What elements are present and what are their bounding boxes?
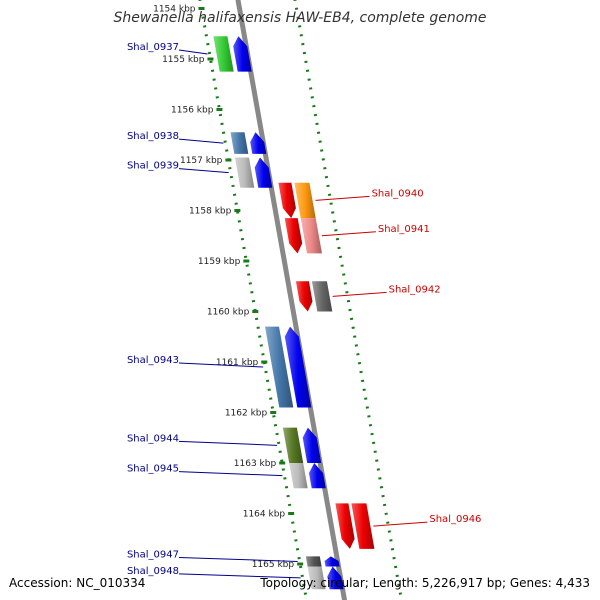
gene-arrow [302, 427, 322, 463]
gene-label-leader [178, 168, 229, 174]
gene-label-leader [178, 471, 283, 477]
gene-label-leader [178, 49, 208, 55]
gene-arrow [309, 463, 326, 489]
kbp-tick-label: 1160 kbp [207, 308, 250, 318]
genes-layer [213, 36, 375, 590]
gene-shal-0944 [282, 427, 322, 463]
gene-cog-block [307, 566, 326, 590]
kbp-tick-label: 1157 kbp [180, 156, 223, 166]
map-title: Shewanella halifaxensis HAW-EB4, complet… [113, 10, 487, 26]
backbone-line [235, 0, 348, 600]
accession-text: Accession: NC_010334 [9, 576, 146, 590]
gene-shal-0945 [289, 463, 326, 489]
gene-label: Shal_0939 [127, 161, 179, 172]
gene-shal-0942 [295, 281, 333, 312]
gene-arrow [233, 36, 252, 72]
gene-cog-block [305, 556, 322, 567]
gene-cog-block [294, 182, 316, 219]
gene-label: Shal_0945 [127, 464, 179, 475]
gene-shal-0943 [265, 326, 312, 408]
gene-shal-0947 [305, 556, 340, 567]
gene-label-leader [178, 362, 264, 368]
gene-arrow [324, 556, 340, 567]
kbp-tick-label: 1164 kbp [243, 510, 286, 520]
gene-label-leader [178, 556, 298, 562]
gene-labels-layer: Shal_0937 Shal_0938 Shal_0939 Shal_0940 Shal… [127, 42, 481, 579]
gene-label: Shal_0943 [127, 355, 179, 366]
gene-label-leader [321, 231, 376, 237]
gene-cog-block [213, 36, 234, 72]
kbp-ticks-layer: 1154 kbp 1155 kbp 1156 kbp 1157 kbp 1158 kbp… [153, 5, 304, 570]
gene-label-leader [178, 138, 224, 144]
gene-cog-block [300, 218, 322, 254]
kbp-tick-label: 1165 kbp [252, 560, 295, 570]
gene-cog-block [311, 281, 333, 312]
gene-shal-0939 [235, 157, 273, 188]
kbp-tick-label: 1156 kbp [171, 106, 214, 116]
gene-label-leader [178, 573, 301, 579]
kbp-tick-label: 1162 kbp [225, 409, 268, 419]
gene-label-leader [373, 521, 428, 527]
gene-shal-0941 [284, 218, 322, 254]
gene-label: Shal_0944 [127, 433, 179, 444]
gene-shal-0946 [335, 503, 375, 549]
gene-label-leader [178, 440, 278, 446]
gene-label: Shal_0948 [127, 566, 179, 577]
kbp-tick-label: 1154 kbp [153, 5, 196, 15]
gene-label-leader [315, 195, 370, 201]
gene-arrow [335, 503, 355, 549]
gene-cog-block [235, 157, 255, 188]
gene-cog-block [265, 326, 294, 408]
gene-cog-block [289, 463, 308, 489]
gene-label: Shal_0946 [429, 514, 481, 525]
gene-label: Shal_0938 [127, 131, 179, 142]
gene-arrow [250, 132, 267, 154]
gene-label: Shal_0947 [127, 549, 179, 560]
topology-summary: Topology: circular; Length: 5,226,917 bp… [260, 576, 590, 590]
kbp-tick-label: 1159 kbp [198, 257, 241, 267]
gene-shal-0938 [230, 132, 267, 154]
gene-label: Shal_0940 [372, 188, 424, 199]
gene-cog-block [282, 427, 304, 463]
gene-arrow [327, 566, 344, 590]
gene-shal-0940 [278, 182, 316, 219]
kbp-tick-label: 1155 kbp [162, 55, 205, 65]
gene-arrow [284, 326, 312, 408]
kbp-tick-label: 1158 kbp [189, 207, 232, 217]
gene-label: Shal_0937 [127, 42, 179, 53]
gene-label-leader [332, 291, 387, 297]
gene-arrow [295, 281, 313, 312]
kbp-tick-label: 1161 kbp [216, 358, 259, 368]
gene-label: Shal_0941 [378, 224, 430, 235]
gene-arrow [278, 182, 296, 219]
kbp-tick-label: 1163 kbp [234, 459, 277, 469]
gene-label: Shal_0942 [389, 284, 441, 295]
gene-cog-block [230, 132, 249, 154]
gene-cog-block [351, 503, 375, 549]
gene-shal-0937 [213, 36, 252, 72]
gene-arrow [284, 218, 303, 254]
gene-arrow [254, 157, 273, 188]
backbone-layer [235, 0, 348, 600]
gene-shal-0948 [307, 566, 344, 590]
